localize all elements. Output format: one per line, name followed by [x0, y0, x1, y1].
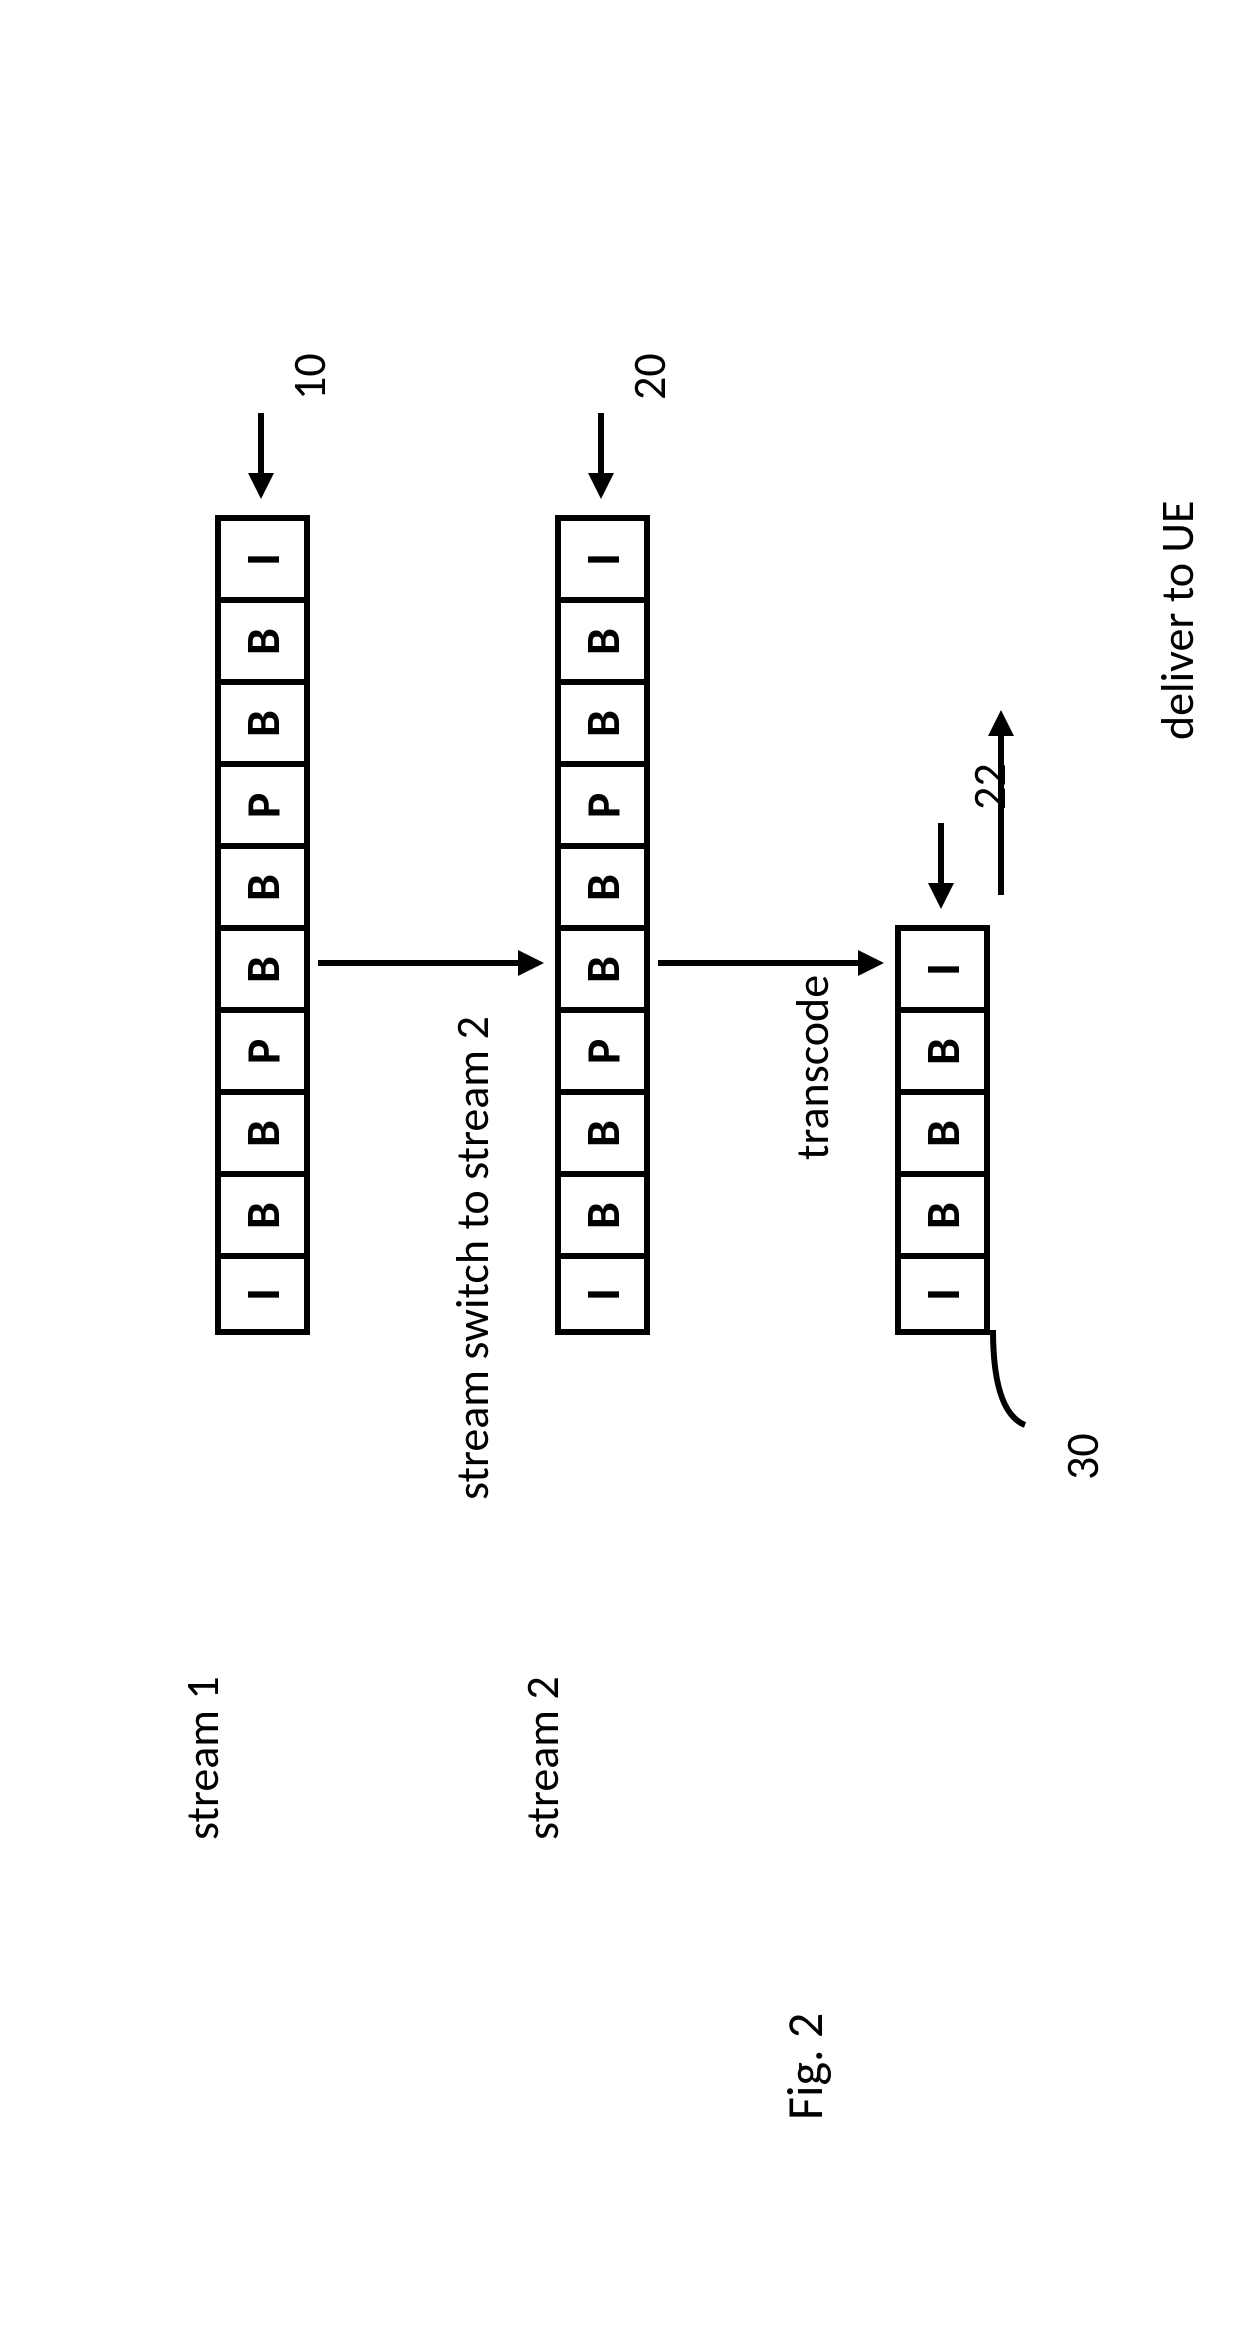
stream1-sequence: IBBPBBPBBI	[215, 515, 310, 1335]
frame-cell: P	[555, 1007, 650, 1089]
frame-cell: B	[555, 597, 650, 679]
stream2-sequence: IBBPBBPBBI	[555, 515, 650, 1335]
frame-cell: B	[215, 925, 310, 1007]
frame-cell: I	[215, 515, 310, 597]
stream2-label: stream 2	[515, 1676, 571, 1840]
ref-30: 30	[1055, 1433, 1111, 1480]
frame-cell: P	[555, 761, 650, 843]
frame-cell: B	[215, 1089, 310, 1171]
frame-cell: I	[555, 1253, 650, 1335]
frame-cell: B	[555, 1089, 650, 1171]
ref-22: 22	[962, 763, 1018, 810]
figure-caption: Fig. 2	[775, 2013, 836, 2120]
stream1-label: stream 1	[175, 1676, 231, 1840]
frame-cell: B	[215, 679, 310, 761]
frame-cell: P	[215, 1007, 310, 1089]
frame-cell: I	[555, 515, 650, 597]
ref-10: 10	[282, 353, 338, 400]
frame-cell: I	[895, 1253, 990, 1335]
transcoded-sequence: IBBBI	[895, 925, 990, 1335]
frame-cell: B	[215, 843, 310, 925]
frame-cell: I	[895, 925, 990, 1007]
frame-cell: P	[215, 761, 310, 843]
deliver-label: deliver to UE	[1150, 501, 1206, 740]
frame-cell: B	[895, 1007, 990, 1089]
frame-cell: B	[555, 679, 650, 761]
ref-20: 20	[622, 353, 678, 400]
frame-cell: B	[895, 1171, 990, 1253]
frame-cell: B	[215, 1171, 310, 1253]
frame-cell: B	[555, 843, 650, 925]
frame-cell: I	[215, 1253, 310, 1335]
frame-cell: B	[215, 597, 310, 679]
frame-cell: B	[895, 1089, 990, 1171]
frame-cell: B	[555, 925, 650, 1007]
ref-30-leader	[985, 1320, 1045, 1430]
frame-cell: B	[555, 1171, 650, 1253]
transcode-label: transcode	[785, 975, 841, 1160]
switch-label: stream switch to stream 2	[445, 1016, 501, 1500]
